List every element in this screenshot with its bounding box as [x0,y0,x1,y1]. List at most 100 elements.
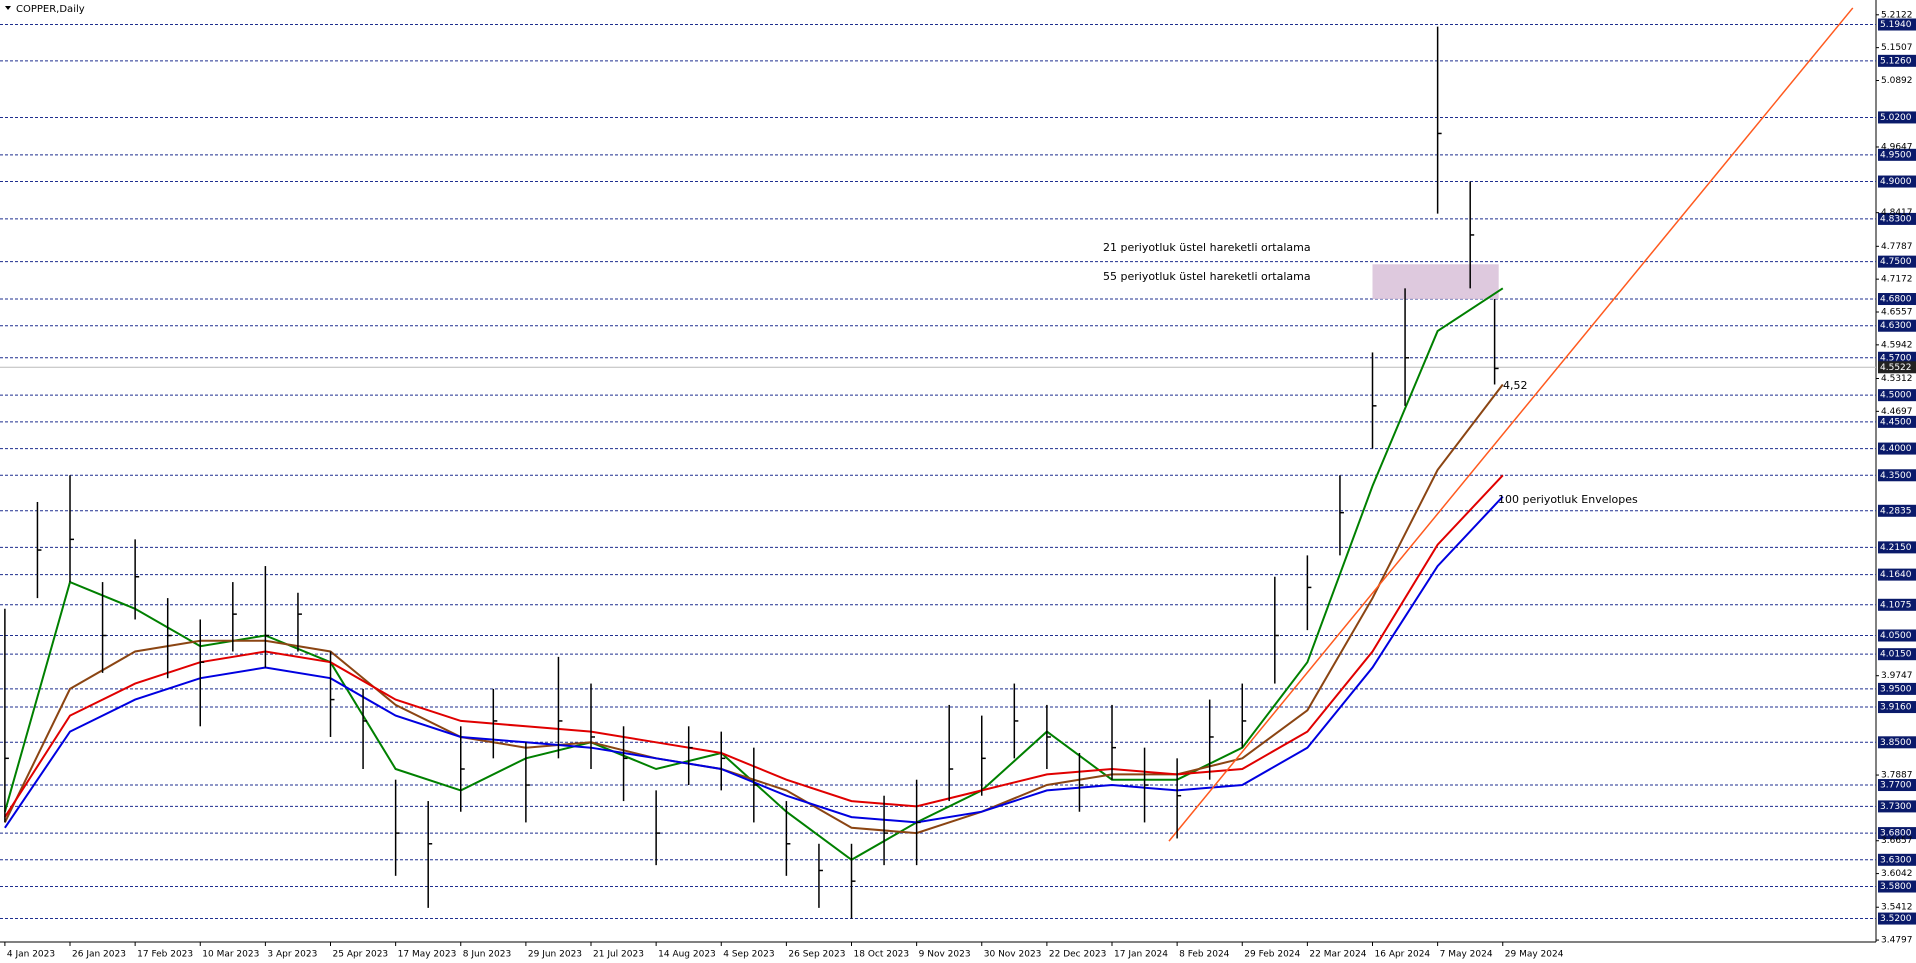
x-tick-label: 4 Jan 2023 [7,950,55,960]
level-label: 4.9500 [1880,150,1912,160]
level-label-box [1878,18,1916,31]
trendline [1168,7,1854,842]
level-label: 4.7500 [1880,257,1912,267]
level-label-box [1878,827,1916,840]
level-label-box [1878,701,1916,714]
x-tick-label: 8 Feb 2024 [1179,950,1230,960]
level-label: 4.2835 [1880,506,1912,516]
current-price-label: 4.5522 [1880,363,1912,373]
annotation: 100 periyotluk Envelopes [1498,493,1638,506]
x-tick-label: 29 Jun 2023 [528,950,582,960]
level-label-box [1878,682,1916,695]
level-label-box [1878,54,1916,67]
level-label: 4.5700 [1880,353,1912,363]
menu-arrow[interactable] [5,6,11,10]
y-tick-label: 4.7787 [1881,242,1913,252]
level-label: 4.3500 [1880,471,1912,481]
level-label: 4.4000 [1880,444,1912,454]
y-tick-label: 3.5412 [1881,903,1913,913]
x-tick-label: 29 May 2024 [1505,950,1564,960]
x-tick-label: 26 Sep 2023 [788,950,845,960]
level-label-box [1878,880,1916,893]
x-tick-label: 29 Feb 2024 [1244,950,1300,960]
x-tick-label: 30 Nov 2023 [984,950,1042,960]
level-label: 3.9500 [1880,684,1912,694]
x-tick-label: 10 Mar 2023 [202,950,259,960]
y-tick-label: 4.5312 [1881,374,1913,384]
y-tick-label: 3.7887 [1881,771,1913,781]
level-label: 4.2150 [1880,543,1912,553]
level-label-box [1878,504,1916,517]
level-label-box [1878,469,1916,482]
level-label: 5.1940 [1880,20,1912,30]
y-tick-label: 3.4797 [1881,936,1913,946]
level-label-box [1878,853,1916,866]
chart-title: COPPER,Daily [16,4,85,15]
level-label-box [1878,148,1916,161]
level-label-box [1878,648,1916,661]
level-label: 3.5800 [1880,882,1912,892]
level-label-box [1878,212,1916,225]
x-tick-label: 16 Apr 2024 [1375,950,1431,960]
y-tick-label: 3.9747 [1881,671,1913,681]
y-tick-label: 3.6042 [1881,869,1913,879]
x-tick-label: 17 Jan 2024 [1114,950,1168,960]
level-label: 4.1640 [1880,570,1912,580]
x-tick-label: 9 Nov 2023 [919,950,971,960]
y-tick-label: 4.7172 [1881,275,1913,285]
annotation: 21 periyotluk üstel hareketli ortalama [1103,241,1311,254]
level-label-box [1878,175,1916,188]
x-tick-label: 3 Apr 2023 [267,950,317,960]
x-tick-label: 8 Jun 2023 [463,950,511,960]
level-label-box [1878,389,1916,402]
level-label-box [1878,293,1916,306]
level-label-box [1878,415,1916,428]
level-label: 4.6300 [1880,321,1912,331]
level-label-box [1878,912,1916,925]
x-tick-label: 26 Jan 2023 [72,950,126,960]
x-tick-label: 22 Dec 2023 [1049,950,1107,960]
level-label: 5.0200 [1880,113,1912,123]
x-tick-label: 21 Jul 2023 [593,950,644,960]
y-tick-label: 5.1507 [1881,43,1913,53]
level-label: 5.1260 [1880,56,1912,66]
level-label: 3.9160 [1880,703,1912,713]
level-label: 3.5200 [1880,914,1912,924]
level-label: 3.6300 [1880,855,1912,865]
annotation: 4,52 [1503,379,1528,392]
y-tick-label: 4.4697 [1881,407,1913,417]
x-tick-label: 17 Feb 2023 [137,950,193,960]
level-label-box [1878,541,1916,554]
level-label-box [1878,319,1916,332]
annotation: 55 periyotluk üstel hareketli ortalama [1103,270,1311,283]
level-label: 4.4500 [1880,417,1912,427]
y-tick-label: 5.0892 [1881,76,1913,86]
x-tick-label: 25 Apr 2023 [333,950,389,960]
level-label: 4.0150 [1880,650,1912,660]
level-label-box [1878,779,1916,792]
level-label: 3.6800 [1880,829,1912,839]
x-tick-label: 4 Sep 2023 [723,950,774,960]
level-label-box [1878,442,1916,455]
level-label: 4.0500 [1880,631,1912,641]
level-label: 4.8300 [1880,214,1912,224]
level-label: 4.9000 [1880,177,1912,187]
level-label-box [1878,111,1916,124]
level-label-box [1878,629,1916,642]
level-label: 4.1075 [1880,600,1912,610]
level-label-box [1878,255,1916,268]
x-tick-label: 7 May 2024 [1440,950,1493,960]
y-tick-label: 4.5942 [1881,340,1913,350]
level-label-box [1878,351,1916,364]
level-label-box [1878,598,1916,611]
y-tick-label: 5.2122 [1881,10,1913,20]
y-tick-label: 4.6557 [1881,308,1913,318]
y-tick-label: 3.6657 [1881,836,1913,846]
level-label-box [1878,568,1916,581]
level-label-box [1878,736,1916,749]
x-tick-label: 17 May 2023 [398,950,457,960]
y-tick-label: 4.9647 [1881,142,1913,152]
level-label: 4.5000 [1880,391,1912,401]
level-label-box [1878,800,1916,813]
